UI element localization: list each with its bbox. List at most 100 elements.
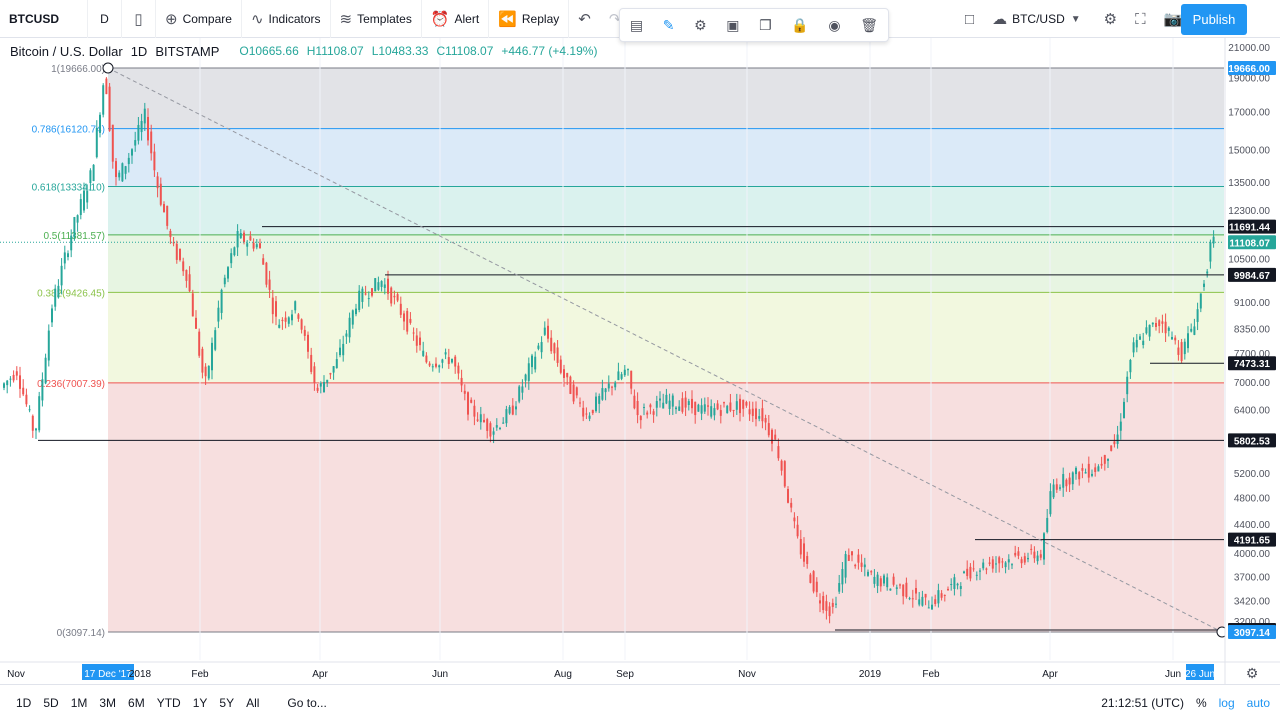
candle-body [1055, 484, 1058, 490]
compare-button[interactable]: ⊕ Compare [156, 0, 242, 38]
pencil-icon[interactable]: ✎ [662, 16, 675, 33]
range-button-6m[interactable]: 6M [128, 695, 145, 710]
candle-body [1209, 242, 1212, 262]
candle-body [236, 230, 239, 248]
candle-body [1004, 562, 1007, 568]
candle-body [310, 354, 313, 372]
goto-button[interactable]: Go to... [287, 695, 327, 710]
candle-body [396, 294, 399, 301]
fullscreen-button[interactable]: ⛶ [1126, 0, 1155, 38]
candle-body [748, 409, 751, 415]
auto-toggle[interactable]: auto [1246, 696, 1270, 710]
candle-body [1116, 434, 1119, 444]
fib-level-label: 0.786(16120.74) [32, 125, 105, 136]
range-button-5y[interactable]: 5Y [219, 695, 235, 710]
candle-body [505, 409, 508, 424]
log-toggle[interactable]: log [1218, 696, 1235, 710]
clone-icon[interactable]: ❐ [759, 16, 772, 33]
candle-body [166, 205, 169, 226]
candle-body [639, 416, 642, 421]
candle-body [227, 267, 229, 279]
range-button-ytd[interactable]: YTD [156, 695, 181, 710]
drawing-template-icon[interactable]: ▤ [629, 16, 644, 33]
candle-body [499, 427, 501, 429]
chart-type-button[interactable]: ▯ [122, 0, 156, 38]
bottom-toolbar: 1D 5D 1M 3M 6M YTD 1Y 5Y All Go to... 21:12:51 (… [0, 684, 1280, 720]
candle-body [121, 163, 124, 182]
price-tick-label: 4400.00 [1234, 520, 1271, 531]
symbol-title[interactable]: Bitcoin / U.S. Dollar [10, 44, 123, 59]
range-button-1y[interactable]: 1Y [192, 695, 208, 710]
range-button-3m[interactable]: 3M [99, 695, 117, 710]
candle-body [915, 588, 917, 594]
lock-icon[interactable]: 🔒 [791, 16, 809, 33]
candle-body [35, 428, 37, 431]
time-tick-label: Nov [738, 669, 756, 680]
redo-button[interactable]: ↷ [600, 0, 631, 38]
candle-body [444, 352, 447, 355]
range-button-all[interactable]: All [246, 695, 260, 710]
range-button-1m[interactable]: 1M [70, 695, 88, 710]
fib-zone [108, 382, 1224, 632]
layout-button[interactable]: □ [956, 0, 983, 38]
candle-body [799, 539, 802, 555]
publish-button[interactable]: Publish [1181, 4, 1247, 35]
candle-body [598, 395, 601, 404]
time-tick-label: Aug [554, 669, 572, 680]
candle-body [73, 217, 76, 238]
candle-body [678, 406, 681, 411]
candle-body [281, 319, 284, 322]
candle-body [364, 293, 367, 295]
time-tick-label: 2018 [129, 669, 152, 680]
candle-body [172, 242, 175, 244]
price-label-text: 4191.65 [1234, 536, 1271, 547]
replay-button[interactable]: ⏪ Replay [489, 0, 570, 38]
undo-button[interactable]: ↶ [569, 0, 600, 38]
candle-body [636, 400, 639, 416]
candle-body [895, 587, 898, 589]
alert-button[interactable]: ⏰ Alert [422, 0, 490, 38]
candle-body [220, 289, 223, 313]
range-button-1d[interactable]: 1D [16, 695, 32, 710]
symbol-search[interactable]: BTCUSD [0, 0, 88, 38]
candle-body [947, 588, 949, 591]
eye-icon[interactable]: ◉ [828, 16, 841, 33]
candle-body [265, 262, 268, 285]
candle-body [153, 151, 156, 171]
candle-body [441, 359, 444, 363]
candle-body [438, 365, 441, 368]
interval-selector[interactable]: D [88, 0, 122, 38]
candle-body [28, 409, 31, 411]
candle-body [111, 124, 114, 162]
chart-area[interactable]: 1(19666.00) 0.786(16120.74) 0.618(13334.10… [0, 38, 1280, 684]
fill-icon[interactable]: ▣ [726, 16, 740, 33]
candle-body [1203, 283, 1205, 287]
templates-button[interactable]: ≋ Templates [331, 0, 422, 38]
candle-body [527, 363, 530, 381]
candle-body [854, 564, 857, 567]
candle-body [307, 334, 309, 352]
price-tick-label: 7000.00 [1234, 378, 1271, 389]
candle-body [217, 307, 220, 322]
candle-body [326, 379, 329, 383]
percent-toggle[interactable]: % [1195, 696, 1207, 710]
candle-body [1187, 333, 1189, 349]
candle-body [156, 176, 159, 189]
trash-icon[interactable]: 🗑 [860, 16, 879, 33]
gear-icon[interactable]: ⚙ [694, 16, 707, 33]
candle-body [755, 408, 757, 420]
snapshot-button[interactable]: 📷 [1155, 0, 1192, 38]
range-button-5d[interactable]: 5D [43, 695, 59, 710]
candle-body [278, 324, 281, 328]
price-chart-svg[interactable]: 1(19666.00) 0.786(16120.74) 0.618(13334.10… [0, 38, 1280, 684]
candle-body [975, 574, 978, 576]
price-label-text: 11691.44 [1229, 223, 1271, 234]
candle-body [115, 161, 117, 177]
indicators-button[interactable]: ∿ Indicators [242, 0, 331, 38]
settings-button[interactable]: ⚙ [1095, 0, 1126, 38]
pair-selector[interactable]: ☁ BTC/USD ▼ [983, 0, 1095, 38]
candle-body [3, 383, 5, 388]
candle-body [230, 253, 233, 264]
candle-body [1001, 561, 1004, 563]
price-label-box [1228, 267, 1276, 282]
